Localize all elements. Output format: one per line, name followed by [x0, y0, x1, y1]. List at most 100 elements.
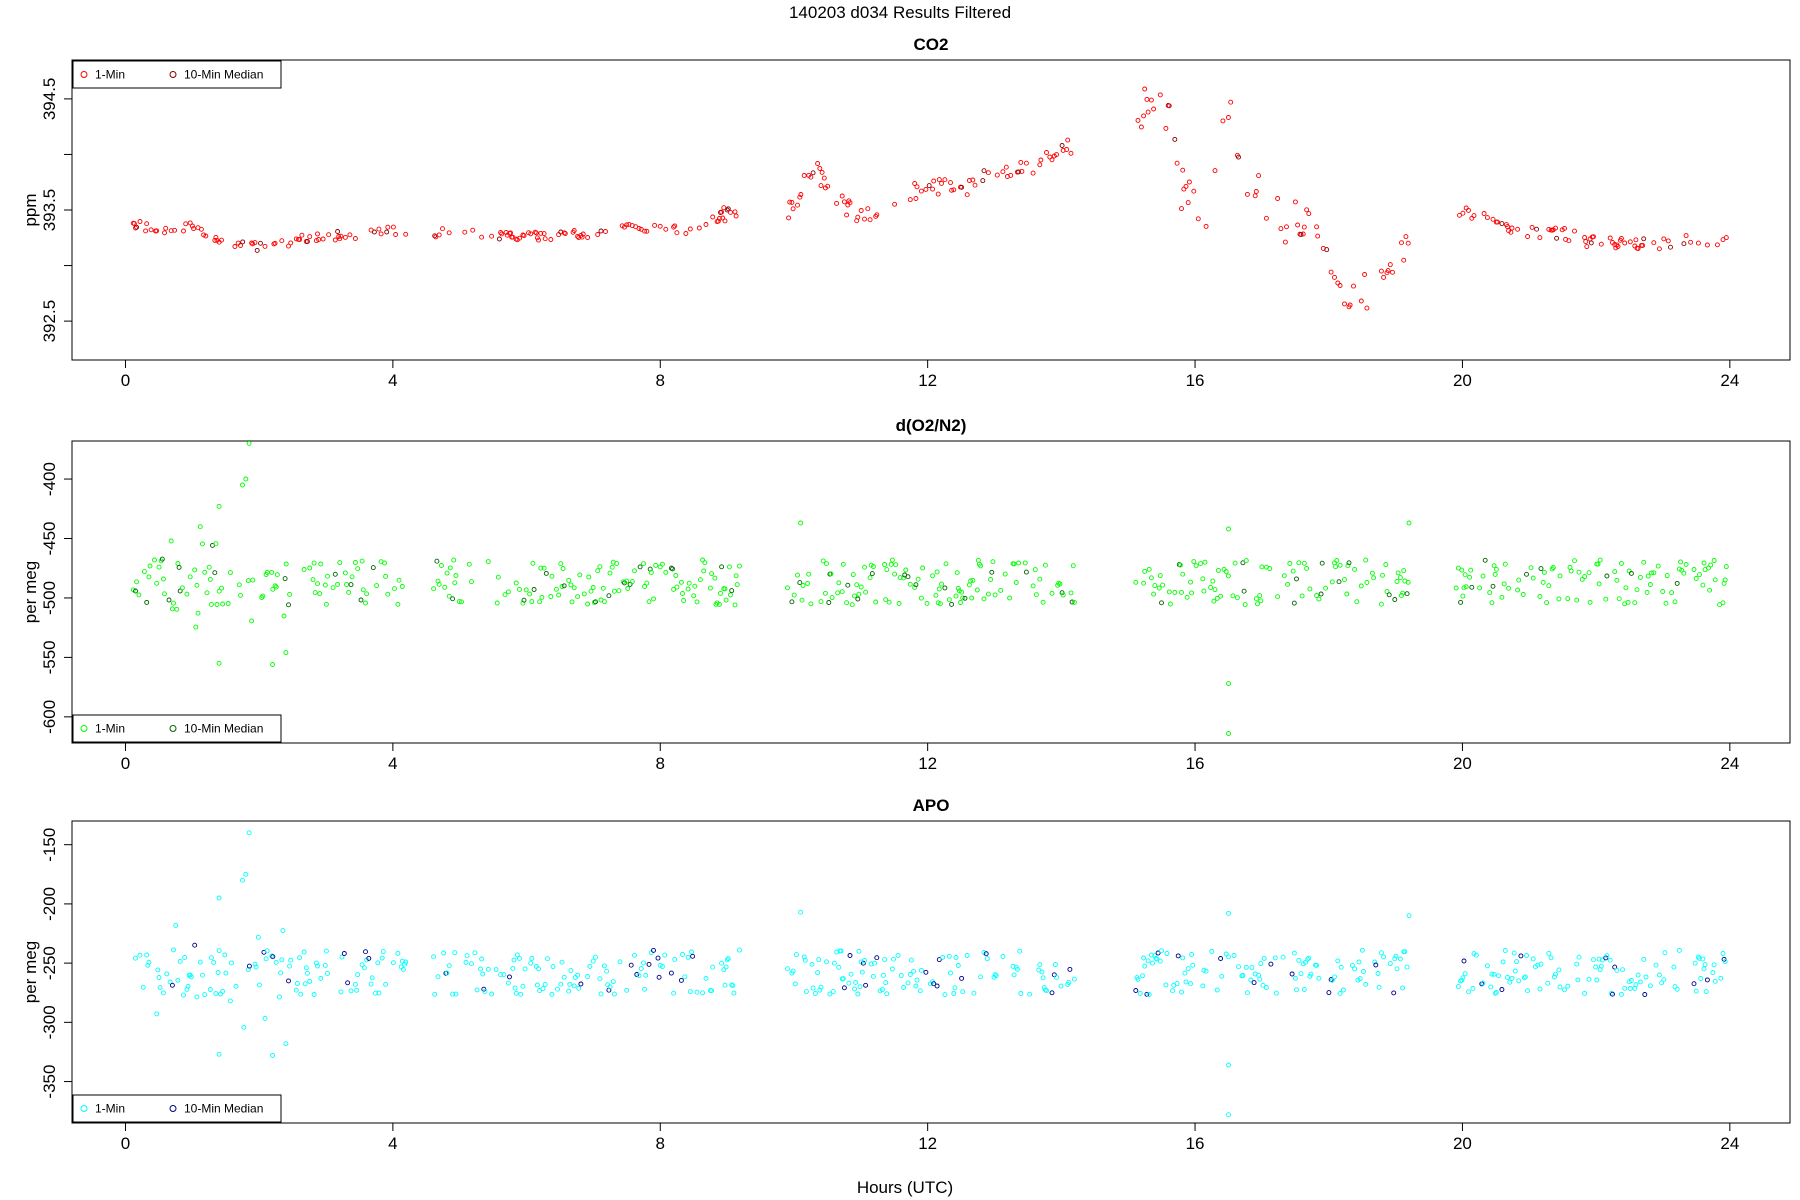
- data-point: [1463, 205, 1469, 211]
- data-point: [828, 571, 834, 577]
- data-point: [883, 597, 889, 603]
- data-point: [216, 1051, 222, 1057]
- data-point: [485, 966, 491, 972]
- data-point: [342, 234, 348, 240]
- data-point: [177, 958, 183, 964]
- data-point: [431, 954, 437, 960]
- data-point: [800, 583, 806, 588]
- data-point: [681, 598, 687, 603]
- data-point: [390, 224, 396, 230]
- data-point: [1141, 955, 1147, 961]
- data-point: [241, 1024, 247, 1030]
- data-point: [670, 566, 675, 572]
- data-point: [629, 579, 635, 585]
- data-point: [1373, 962, 1379, 968]
- data-point: [1003, 164, 1009, 170]
- data-point: [479, 956, 485, 962]
- data-point: [624, 578, 630, 584]
- data-point: [870, 973, 876, 979]
- data-point: [283, 650, 289, 656]
- data-point: [1477, 585, 1483, 591]
- data-point: [1307, 973, 1313, 979]
- data-point: [1470, 985, 1476, 991]
- data-point: [200, 541, 205, 547]
- data-point: [872, 960, 877, 966]
- data-point: [203, 233, 209, 239]
- data-point: [1214, 987, 1220, 993]
- data-point: [1493, 566, 1499, 572]
- data-point: [624, 222, 630, 228]
- data-point: [379, 955, 385, 961]
- data-point: [176, 564, 182, 570]
- data-point: [1651, 570, 1657, 576]
- data-point: [1663, 600, 1669, 606]
- data-point: [636, 226, 642, 231]
- data-point: [255, 934, 261, 940]
- data-point: [942, 585, 948, 591]
- data-point: [273, 959, 279, 965]
- data-point: [1453, 585, 1459, 591]
- data-point: [1393, 953, 1399, 959]
- data-point: [154, 1011, 160, 1017]
- data-point: [1566, 238, 1572, 244]
- data-point: [607, 984, 613, 990]
- data-point: [339, 954, 345, 960]
- data-point: [673, 573, 679, 578]
- data-point: [1575, 977, 1581, 983]
- data-point: [822, 590, 828, 596]
- data-point: [1496, 973, 1502, 979]
- data-point: [194, 994, 200, 1000]
- data-point: [208, 601, 214, 607]
- data-point: [858, 208, 864, 213]
- data-point: [897, 575, 903, 581]
- data-point: [1260, 982, 1266, 988]
- data-point: [1595, 561, 1601, 567]
- data-point: [1371, 575, 1377, 581]
- data-point: [450, 596, 456, 602]
- data-point: [1674, 580, 1680, 586]
- data-point: [1614, 577, 1620, 583]
- data-point: [1627, 239, 1633, 245]
- data-point: [953, 955, 959, 960]
- data-point: [978, 563, 984, 569]
- data-point: [508, 230, 514, 236]
- data-point: [1294, 987, 1299, 993]
- data-point: [286, 978, 291, 984]
- data-point: [1582, 574, 1588, 580]
- data-point: [131, 221, 137, 227]
- data-point: [1000, 954, 1006, 959]
- data-point: [581, 591, 587, 597]
- data-point: [315, 963, 320, 969]
- data-point: [883, 980, 889, 986]
- data-point: [240, 482, 245, 488]
- data-point: [1152, 583, 1158, 589]
- data-point: [1363, 981, 1369, 987]
- data-point: [192, 942, 198, 948]
- data-point: [1067, 966, 1073, 972]
- data-point: [523, 587, 529, 593]
- data-point: [1491, 563, 1497, 569]
- legend-label: 10-Min Median: [184, 1102, 263, 1116]
- data-point: [538, 565, 544, 571]
- data-point: [159, 556, 165, 562]
- x-tick-label: 0: [121, 1134, 130, 1153]
- data-point: [1340, 987, 1346, 993]
- data-point: [1057, 581, 1063, 587]
- data-point: [1240, 560, 1246, 566]
- data-point: [1392, 597, 1398, 602]
- data-point: [1044, 988, 1049, 994]
- x-tick-label: 12: [918, 1134, 937, 1153]
- data-point: [914, 184, 920, 190]
- data-point: [193, 624, 199, 630]
- data-point: [685, 954, 691, 960]
- data-point: [136, 592, 142, 598]
- data-point: [628, 962, 634, 968]
- data-point: [1672, 984, 1678, 990]
- data-point: [1150, 960, 1155, 966]
- data-point: [154, 580, 160, 586]
- data-point: [536, 966, 541, 972]
- data-point: [953, 593, 959, 599]
- data-point: [789, 199, 795, 205]
- data-point: [893, 562, 899, 568]
